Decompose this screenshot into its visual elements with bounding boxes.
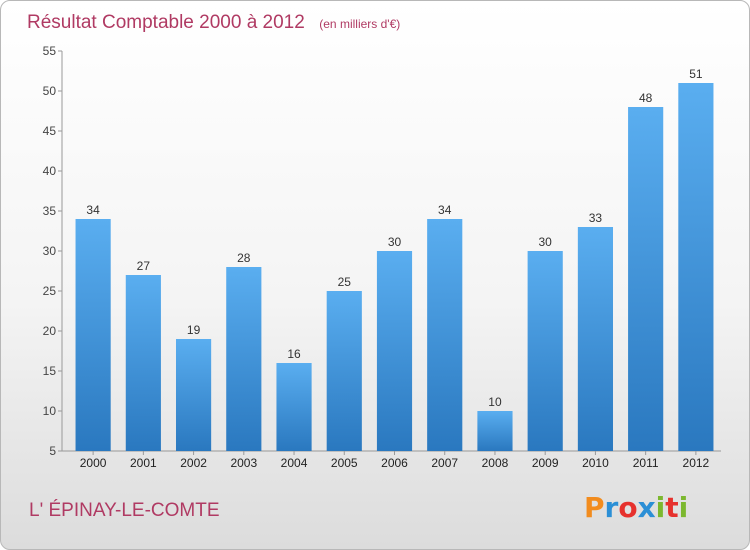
x-tick-label: 2012 [683,456,710,470]
proxiti-logo: Proxiti [584,491,688,524]
data-label: 27 [137,259,151,273]
x-tick-label: 2005 [331,456,358,470]
y-tick-label: 10 [43,404,57,418]
y-tick-label: 45 [43,124,57,138]
bar-2004 [276,363,312,451]
bar-2003 [226,267,262,451]
data-label: 48 [639,91,653,105]
logo-letter: t [665,491,678,524]
y-tick-label: 5 [49,444,56,458]
bar-2001 [125,275,161,451]
commune-name: L' ÉPINAY-LE-COMTE [29,500,220,521]
x-tick-label: 2003 [230,456,257,470]
x-tick-label: 2006 [381,456,408,470]
logo-letter: r [605,491,619,524]
x-tick-label: 2010 [582,456,609,470]
data-label: 25 [338,275,352,289]
bar-2009 [527,251,563,451]
bar-2011 [628,107,664,451]
logo-letter: i [656,491,666,524]
data-label: 51 [689,67,703,81]
x-tick-label: 2011 [633,456,659,470]
bar-2012 [678,83,714,451]
bar-2000 [75,219,111,451]
chart-title-unit: (en milliers d'€) [319,17,400,31]
data-label: 30 [388,235,402,249]
data-label: 30 [539,235,553,249]
x-tick-label: 2000 [80,456,107,470]
logo-letter: o [618,491,637,524]
bar-2010 [577,227,614,451]
y-tick-label: 25 [43,284,57,298]
bars: 34 27 19 28 16 25 30 34 10 30 33 48 51 [75,67,714,451]
logo-letter: P [584,491,605,524]
y-tick-label: 20 [43,324,57,338]
x-tick-label: 2008 [482,456,509,470]
bar-2006 [376,251,413,451]
x-tick-label: 2004 [281,456,308,470]
logo-letter: i [679,491,689,524]
x-tick-label: 2007 [431,456,458,470]
chart-title: Résultat Comptable 2000 à 2012 (en milli… [27,12,400,33]
data-label: 16 [287,347,301,361]
x-tick-label: 2009 [532,456,559,470]
y-tick-label: 40 [43,164,57,178]
data-label: 10 [488,395,502,409]
data-label: 19 [187,323,201,337]
x-tick-label: 2002 [180,456,207,470]
x-tick-label: 2001 [130,456,157,470]
y-tick-label: 50 [43,84,57,98]
axes: 5 10 15 20 25 30 35 40 45 50 55 2000 2001 2002 2003 200… [43,44,721,470]
logo-letter: x [638,491,656,524]
bar-2007 [427,219,463,451]
bar-2008 [477,411,513,451]
data-label: 28 [237,251,251,265]
y-tick-label: 55 [43,44,57,58]
chart-title-main: Résultat Comptable 2000 à 2012 [27,12,305,33]
data-label: 34 [438,203,452,217]
bar-2002 [175,339,212,451]
y-tick-label: 30 [43,244,57,258]
y-tick-label: 35 [43,204,57,218]
bar-2005 [326,291,362,451]
data-label: 34 [86,203,100,217]
y-tick-label: 15 [43,364,57,378]
data-label: 33 [589,211,603,225]
